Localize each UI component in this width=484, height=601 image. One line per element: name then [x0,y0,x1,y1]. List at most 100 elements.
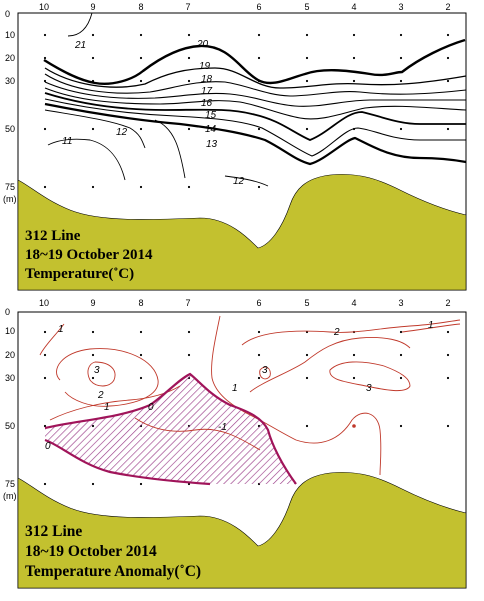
sample-point [43,353,47,357]
sample-point [139,56,143,60]
bottom-panel-title: 312 Line 18~19 October 2014 Temperature … [25,523,201,580]
sample-point [352,56,356,60]
sample-point [139,376,143,380]
contour-label: 11 [62,136,72,147]
station-label: 8 [138,298,143,308]
sample-point [187,185,191,189]
depth-tick: 20 [5,53,15,63]
depth-unit: (m) [3,491,17,501]
sample-point [399,330,403,334]
sample-point [43,185,47,189]
contour-20 [43,38,466,85]
title-line: Temperature(˚C) [25,266,134,282]
sample-point [43,482,47,486]
title-line: 312 Line [25,228,81,244]
station-label: 2 [445,298,450,308]
station-label: 3 [398,2,403,12]
title-line: 18~19 October 2014 [25,543,157,560]
top-depth-labels: 0 10 20 30 50 75 (m) [3,9,17,204]
sample-point [305,33,309,37]
contour-label: 2 [333,327,340,338]
sample-point [187,330,191,334]
depth-tick: 10 [5,326,15,336]
sample-point [257,127,261,131]
sample-point [257,185,261,189]
sample-point [139,482,143,486]
sample-point [187,79,191,83]
contour-label: 21 [74,40,86,51]
station-label: 4 [351,2,356,12]
contour-label: 12 [116,127,128,138]
bottom-seabed [17,472,467,589]
contour-11 [47,138,126,181]
anomaly-contour-3b [259,366,271,380]
contour-label: 0 [148,402,154,413]
sample-point [446,424,450,428]
contour-label: 1 [58,324,64,335]
station-label: 3 [398,298,403,308]
sample-point [257,56,261,60]
sample-point [91,482,95,486]
sample-point [399,376,403,380]
zero-anomaly-contour-lower [44,438,211,486]
sample-point [399,127,403,131]
contour-18 [44,73,467,97]
negative-anomaly-area [45,374,296,484]
temperature-anomaly-panel: 10 9 8 7 6 5 4 3 2 0 10 20 30 50 75 (m) [3,298,467,589]
sample-point [43,33,47,37]
contour-label: 1 [232,383,238,394]
station-label: 9 [90,298,95,308]
sample-point [187,56,191,60]
sample-point [139,330,143,334]
anomaly-contour-1a [39,323,65,356]
sample-point [352,424,356,428]
station-label: 9 [90,2,95,12]
contour-label: 1 [104,402,110,413]
sample-point [305,127,309,131]
contour-label: 14 [205,124,217,135]
contour-label: 1 [428,320,434,331]
sample-point [399,56,403,60]
zero-anomaly-contour [44,372,297,485]
station-label: 7 [185,298,190,308]
sample-point [91,353,95,357]
sample-point [446,79,450,83]
sample-point [187,127,191,131]
sample-point [91,33,95,37]
contour-label: 19 [199,61,211,72]
sample-point [399,33,403,37]
anomaly-contour-3c [329,361,411,392]
station-label: 8 [138,2,143,12]
sample-point [257,330,261,334]
contour-12a [44,109,146,149]
anomaly-contour-3a [87,361,116,387]
depth-tick: 75 [5,479,15,489]
anomaly-contour-2b [249,337,411,393]
depth-tick: 50 [5,421,15,431]
station-label: 10 [39,2,49,12]
sample-point [91,330,95,334]
sample-point [43,424,47,428]
contour-label: -1 [218,422,227,433]
temperature-panel: 10 9 8 7 6 5 4 3 2 0 10 20 30 50 75 (m) [3,2,467,291]
sample-point [43,376,47,380]
sample-point [305,424,309,428]
depth-tick: 10 [5,30,15,40]
top-contour-labels: 21 20 19 18 17 16 15 14 13 12 11 12 [62,39,245,187]
sample-point [305,353,309,357]
contour-12c [224,175,269,187]
contour-label: 3 [366,383,372,394]
sample-point [446,330,450,334]
sample-point [187,353,191,357]
sample-point [399,424,403,428]
bottom-station-labels: 10 9 8 7 6 5 4 3 2 [39,298,451,308]
anomaly-contour-1d [241,319,461,346]
contour-label: 13 [206,139,218,150]
sample-point [446,376,450,380]
sample-point [446,56,450,60]
sample-point [305,56,309,60]
sample-point [399,79,403,83]
sample-point [352,79,356,83]
contour-label: 17 [201,86,213,97]
